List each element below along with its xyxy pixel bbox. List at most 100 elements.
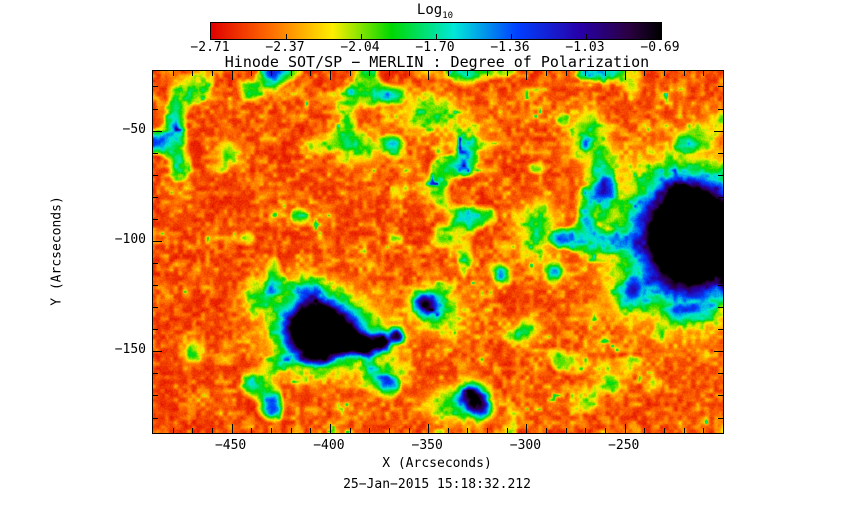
x-tick xyxy=(409,71,410,76)
x-tick xyxy=(330,71,331,80)
colorbar xyxy=(210,22,662,40)
y-tick xyxy=(718,373,723,374)
colorbar-tick xyxy=(361,34,362,39)
x-tick xyxy=(526,71,527,80)
y-tick xyxy=(153,418,158,419)
colorbar-tick xyxy=(286,34,287,39)
y-tick xyxy=(718,197,723,198)
timestamp: 25−Jan−2015 15:18:32.212 xyxy=(343,477,531,492)
x-tick xyxy=(605,71,606,76)
x-tick xyxy=(173,71,174,76)
colorbar-title: Log10 xyxy=(210,2,660,21)
x-tick xyxy=(605,428,606,433)
x-tick xyxy=(310,428,311,433)
colorbar-tick xyxy=(436,34,437,39)
y-tick xyxy=(153,351,162,352)
x-tick xyxy=(271,428,272,433)
y-tick xyxy=(153,109,158,110)
colorbar-tick-label: −0.69 xyxy=(640,40,680,55)
y-tick xyxy=(153,329,158,330)
y-tick xyxy=(718,153,723,154)
colorbar-tick-label: −2.04 xyxy=(340,40,380,55)
y-axis-label: Y (Arcseconds) xyxy=(49,196,65,306)
x-tick xyxy=(271,71,272,76)
x-tick-label: −300 xyxy=(509,438,542,453)
x-tick xyxy=(251,428,252,433)
x-tick xyxy=(212,428,213,433)
x-tick xyxy=(251,71,252,76)
x-tick xyxy=(428,71,429,80)
x-tick xyxy=(487,71,488,76)
y-tick xyxy=(153,219,158,220)
x-tick xyxy=(664,428,665,433)
x-tick xyxy=(625,71,626,80)
x-tick xyxy=(389,71,390,76)
y-tick xyxy=(153,285,158,286)
x-tick xyxy=(644,71,645,76)
y-tick xyxy=(718,219,723,220)
y-tick xyxy=(153,86,158,87)
x-tick xyxy=(625,424,626,433)
x-tick-label: −450 xyxy=(214,438,247,453)
x-tick xyxy=(507,428,508,433)
x-tick xyxy=(212,71,213,76)
x-tick xyxy=(703,428,704,433)
y-tick xyxy=(153,373,158,374)
x-tick xyxy=(526,424,527,433)
x-tick xyxy=(684,71,685,76)
y-tick xyxy=(718,329,723,330)
y-tick xyxy=(153,131,162,132)
x-tick xyxy=(487,428,488,433)
y-tick xyxy=(153,153,158,154)
y-tick xyxy=(153,175,158,176)
y-tick xyxy=(718,86,723,87)
x-tick xyxy=(310,71,311,76)
heatmap-canvas xyxy=(153,71,723,433)
x-tick xyxy=(428,424,429,433)
colorbar-tick-label: −2.71 xyxy=(190,40,230,55)
y-tick xyxy=(718,307,723,308)
colorbar-tick xyxy=(586,34,587,39)
y-tick xyxy=(714,241,723,242)
colorbar-tick-label: −2.37 xyxy=(265,40,305,55)
x-tick xyxy=(703,71,704,76)
colorbar-tick-labels: −2.71 −2.37 −2.04 −1.70 −1.36 −1.03 −0.69 xyxy=(0,40,864,56)
colorbar-tick-label: −1.03 xyxy=(565,40,605,55)
colorbar-tick-label: −1.70 xyxy=(415,40,455,55)
x-tick xyxy=(664,71,665,76)
x-tick xyxy=(291,71,292,76)
x-tick-label: −400 xyxy=(313,438,345,453)
x-tick xyxy=(566,428,567,433)
y-tick-label: −100 xyxy=(114,231,146,247)
y-tick-label: −50 xyxy=(122,121,146,137)
y-tick xyxy=(153,307,158,308)
x-tick-label: −250 xyxy=(608,438,640,453)
x-tick xyxy=(448,71,449,76)
x-tick xyxy=(369,71,370,76)
x-tick xyxy=(173,428,174,433)
y-tick xyxy=(153,241,162,242)
x-tick xyxy=(507,71,508,76)
y-tick xyxy=(153,197,158,198)
x-tick xyxy=(684,428,685,433)
x-tick xyxy=(232,424,233,433)
y-tick xyxy=(718,263,723,264)
y-tick xyxy=(718,395,723,396)
x-tick xyxy=(467,71,468,76)
x-tick xyxy=(369,428,370,433)
x-tick xyxy=(546,71,547,76)
x-tick xyxy=(350,428,351,433)
y-tick xyxy=(718,285,723,286)
x-tick xyxy=(389,428,390,433)
y-tick xyxy=(718,175,723,176)
x-tick xyxy=(350,71,351,76)
y-tick xyxy=(153,395,158,396)
x-tick xyxy=(232,71,233,80)
x-tick xyxy=(330,424,331,433)
x-tick xyxy=(409,428,410,433)
x-tick xyxy=(448,428,449,433)
x-tick xyxy=(546,428,547,433)
y-tick-label: −150 xyxy=(114,342,146,358)
y-tick xyxy=(718,418,723,419)
